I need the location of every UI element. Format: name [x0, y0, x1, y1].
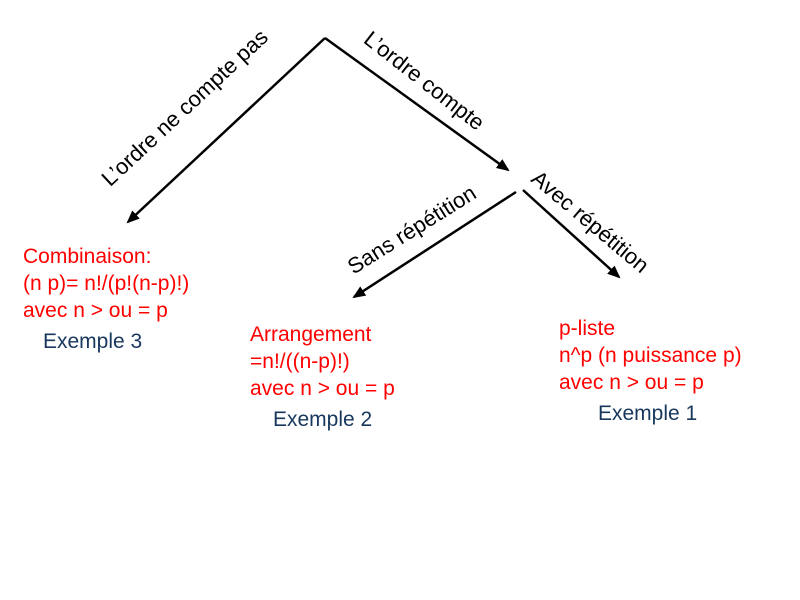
- combinaison-example-link: Exemple 3: [43, 330, 143, 353]
- combinaison-node: Combinaison: (n p)= n!/(p!(n-p)!) avec n…: [23, 243, 189, 355]
- arrangement-example-link: Exemple 2: [273, 408, 373, 431]
- arrow-order-not-count: [126, 37, 326, 224]
- arrangement-title: Arrangement: [250, 323, 372, 346]
- arrow-without-repetition: [352, 190, 517, 299]
- arrow-order-count: [324, 36, 510, 172]
- p-liste-condition: avec n > ou = p: [559, 371, 704, 394]
- combinaison-condition: avec n > ou = p: [23, 299, 168, 322]
- p-liste-node: p-liste n^p (n puissance p) avec n > ou …: [559, 315, 742, 427]
- p-liste-formula: n^p (n puissance p): [559, 344, 742, 367]
- arrow-with-repetition: [522, 189, 621, 279]
- arrangement-formula: =n!/((n-p)!): [250, 350, 350, 373]
- p-liste-example-link: Exemple 1: [598, 402, 698, 425]
- combinaison-title: Combinaison:: [23, 245, 152, 268]
- combinaison-formula: (n p)= n!/(p!(n-p)!): [23, 272, 190, 295]
- arrangement-node: Arrangement =n!/((n-p)!) avec n > ou = p…: [250, 321, 395, 433]
- p-liste-title: p-liste: [559, 317, 616, 340]
- arrangement-condition: avec n > ou = p: [250, 377, 395, 400]
